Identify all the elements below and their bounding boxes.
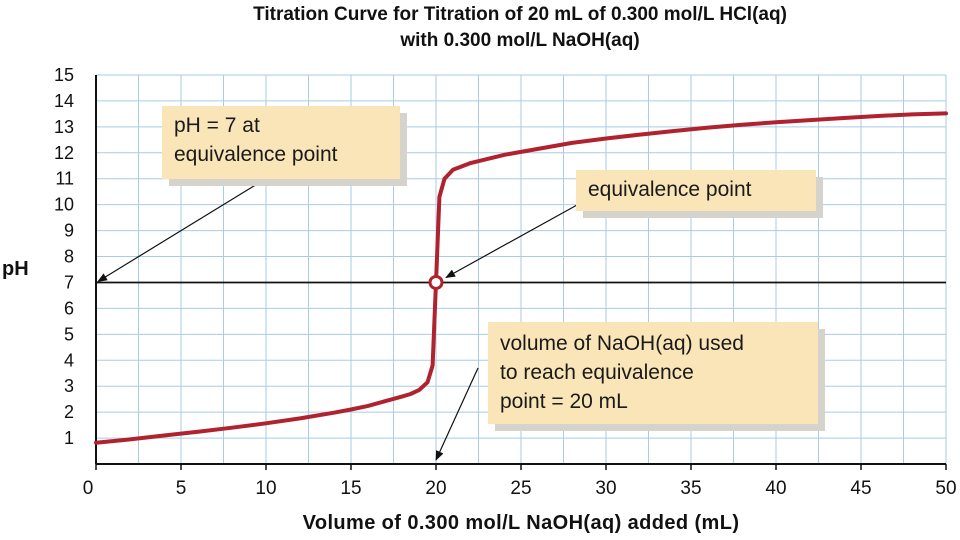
y-axis-label: pH	[2, 258, 29, 280]
y-tick-label: 14	[54, 91, 74, 111]
x-tick-label: 45	[850, 478, 871, 499]
callout-ph7-line-2: equivalence point	[174, 143, 338, 166]
y-tick-label: 12	[54, 143, 74, 163]
arrow-equivalence	[445, 204, 578, 278]
y-tick-label: 7	[64, 272, 74, 292]
y-tick-label: 3	[64, 376, 74, 396]
tick-labels: 0 5 10 15 20 25 30 35 40 45 5012345678910111213141…	[54, 65, 957, 499]
y-tick-label: 10	[54, 195, 74, 215]
arrow-ph7	[97, 180, 263, 282]
x-tick-label: 15	[340, 478, 361, 499]
x-tick-label: 35	[680, 478, 701, 499]
y-tick-label: 4	[64, 350, 74, 370]
x-tick-label: 0	[83, 478, 94, 499]
x-tick-label: 40	[765, 478, 786, 499]
x-tick-label: 50	[935, 478, 956, 499]
chart-title-line-1: Titration Curve for Titration of 20 mL o…	[253, 4, 787, 25]
y-tick-label: 13	[54, 117, 74, 137]
y-tick-label: 11	[55, 169, 74, 189]
callout-volume: volume of NaOH(aq) used to reach equival…	[488, 322, 818, 424]
axes	[95, 75, 947, 470]
callout-volume-line-2: to reach equivalence	[500, 361, 694, 384]
arrow-volume	[435, 367, 479, 461]
titration-curve	[94, 111, 948, 445]
x-tick-label: 10	[255, 478, 276, 499]
callout-equivalence-line-1: equivalence point	[588, 178, 752, 201]
callout-ph7-line-1: pH = 7 at	[174, 114, 260, 137]
callout-volume-line-1: volume of NaOH(aq) used	[500, 332, 744, 355]
callout-equivalence: equivalence point	[576, 170, 816, 211]
callout-volume-line-3: point = 20 mL	[500, 390, 628, 413]
y-tick-label: 2	[64, 402, 74, 422]
x-axis-label: Volume of 0.300 mol/L NaOH(aq) added (mL…	[302, 512, 740, 534]
callout-ph7: pH = 7 at equivalence point	[162, 106, 400, 179]
x-tick-label: 25	[510, 478, 531, 499]
x-tick-label: 5	[176, 478, 187, 499]
callout-arrows	[97, 180, 578, 461]
titration-curve-layer	[94, 111, 948, 445]
y-tick-label: 5	[64, 324, 74, 344]
chart-title-line-2: with 0.300 mol/L NaOH(aq)	[400, 30, 640, 51]
x-tick-label: 20	[425, 478, 446, 499]
y-tick-label: 15	[54, 65, 74, 85]
x-tick-label: 30	[595, 478, 616, 499]
chart-title: Titration Curve for Titration of 20 mL o…	[0, 2, 960, 54]
y-tick-label: 6	[64, 298, 74, 318]
equivalence-point-marker	[428, 274, 444, 290]
y-tick-label: 1	[64, 428, 74, 448]
y-tick-label: 8	[64, 247, 74, 267]
y-tick-label: 9	[64, 221, 74, 241]
